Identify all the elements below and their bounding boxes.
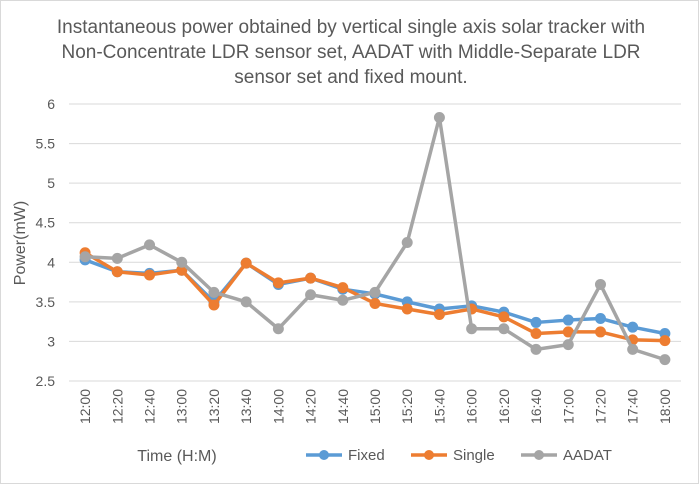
data-point bbox=[305, 272, 317, 284]
legend-label: Fixed bbox=[348, 447, 385, 464]
x-tick-label: 13:20 bbox=[206, 389, 222, 424]
x-tick-label: 14:40 bbox=[335, 389, 351, 424]
data-point bbox=[627, 321, 639, 333]
data-point bbox=[562, 314, 574, 326]
gridlines bbox=[69, 103, 681, 382]
x-tick-label: 17:20 bbox=[592, 389, 608, 424]
data-point bbox=[240, 257, 252, 269]
series-layer bbox=[79, 111, 671, 366]
data-point bbox=[272, 277, 284, 289]
y-tick-label: 3 bbox=[47, 333, 55, 349]
y-tick-label: 2.5 bbox=[36, 373, 56, 389]
x-tick-label: 12:00 bbox=[77, 389, 93, 424]
legend-item-aadat: AADAT bbox=[521, 447, 612, 464]
data-point bbox=[369, 286, 381, 298]
x-axis-ticks: 12:00 12:20 12:40 13:00 13:20 13:40 14:00 14:20… bbox=[77, 389, 673, 424]
data-point bbox=[144, 269, 156, 281]
x-tick-label: 16:00 bbox=[464, 389, 480, 424]
legend-item-fixed: Fixed bbox=[306, 447, 385, 464]
x-tick-label: 15:20 bbox=[399, 389, 415, 424]
x-tick-label: 12:40 bbox=[142, 389, 158, 424]
data-point bbox=[79, 251, 91, 263]
y-tick-label: 4.5 bbox=[36, 215, 56, 231]
series-line-aadat bbox=[83, 115, 667, 362]
data-point bbox=[369, 297, 381, 309]
x-tick-label: 12:20 bbox=[109, 389, 125, 424]
legend-item-single: Single bbox=[411, 447, 495, 464]
series-aadat bbox=[79, 111, 671, 366]
x-tick-label: 17:00 bbox=[560, 389, 576, 424]
x-tick-label: 13:40 bbox=[238, 389, 254, 424]
data-point bbox=[627, 343, 639, 355]
x-tick-label: 18:00 bbox=[657, 389, 673, 424]
data-point bbox=[659, 335, 671, 347]
data-point bbox=[433, 111, 445, 123]
data-point bbox=[530, 328, 542, 340]
x-tick-label: 14:00 bbox=[270, 389, 286, 424]
data-point bbox=[208, 286, 220, 298]
data-point bbox=[594, 278, 606, 290]
data-point bbox=[111, 252, 123, 264]
data-point bbox=[337, 294, 349, 306]
x-tick-label: 15:00 bbox=[367, 389, 383, 424]
legend-label: AADAT bbox=[563, 447, 612, 464]
x-tick-label: 13:00 bbox=[174, 389, 190, 424]
legend-swatch-marker bbox=[534, 450, 544, 460]
data-point bbox=[498, 323, 510, 335]
data-point bbox=[466, 323, 478, 335]
y-axis-title: Power(mW) bbox=[12, 201, 29, 285]
data-point bbox=[433, 309, 445, 321]
y-tick-label: 5 bbox=[47, 175, 55, 191]
x-tick-label: 14:20 bbox=[303, 389, 319, 424]
x-axis-title: Time (H:M) bbox=[137, 448, 216, 465]
data-point bbox=[562, 339, 574, 351]
data-point bbox=[272, 323, 284, 335]
y-tick-label: 5.5 bbox=[36, 136, 56, 152]
data-point bbox=[530, 316, 542, 328]
legend-label: Single bbox=[453, 447, 495, 464]
y-tick-label: 3.5 bbox=[36, 294, 56, 310]
data-point bbox=[111, 266, 123, 278]
data-point bbox=[240, 296, 252, 308]
y-tick-label: 4 bbox=[47, 254, 55, 270]
data-point bbox=[498, 311, 510, 323]
data-point bbox=[659, 354, 671, 366]
x-tick-label: 17:40 bbox=[625, 389, 641, 424]
legend: Fixed Single AADAT bbox=[306, 447, 612, 464]
x-tick-label: 16:40 bbox=[528, 389, 544, 424]
y-tick-label: 6 bbox=[47, 96, 55, 112]
data-point bbox=[594, 326, 606, 338]
y-axis-ticks: 2.5 3 3.5 4 4.5 5 5.5 6 bbox=[36, 96, 56, 389]
data-point bbox=[401, 303, 413, 315]
data-point bbox=[208, 299, 220, 311]
legend-swatch-marker bbox=[424, 450, 434, 460]
chart-title: Instantaneous power obtained by vertical… bbox=[56, 17, 646, 88]
legend-swatch-marker bbox=[319, 450, 329, 460]
data-point bbox=[176, 256, 188, 268]
data-point bbox=[144, 239, 156, 251]
data-point bbox=[594, 312, 606, 324]
data-point bbox=[530, 343, 542, 355]
x-tick-label: 16:20 bbox=[496, 389, 512, 424]
x-tick-label: 15:40 bbox=[431, 389, 447, 424]
data-point bbox=[305, 289, 317, 301]
data-point bbox=[401, 237, 413, 248]
data-point bbox=[337, 282, 349, 294]
